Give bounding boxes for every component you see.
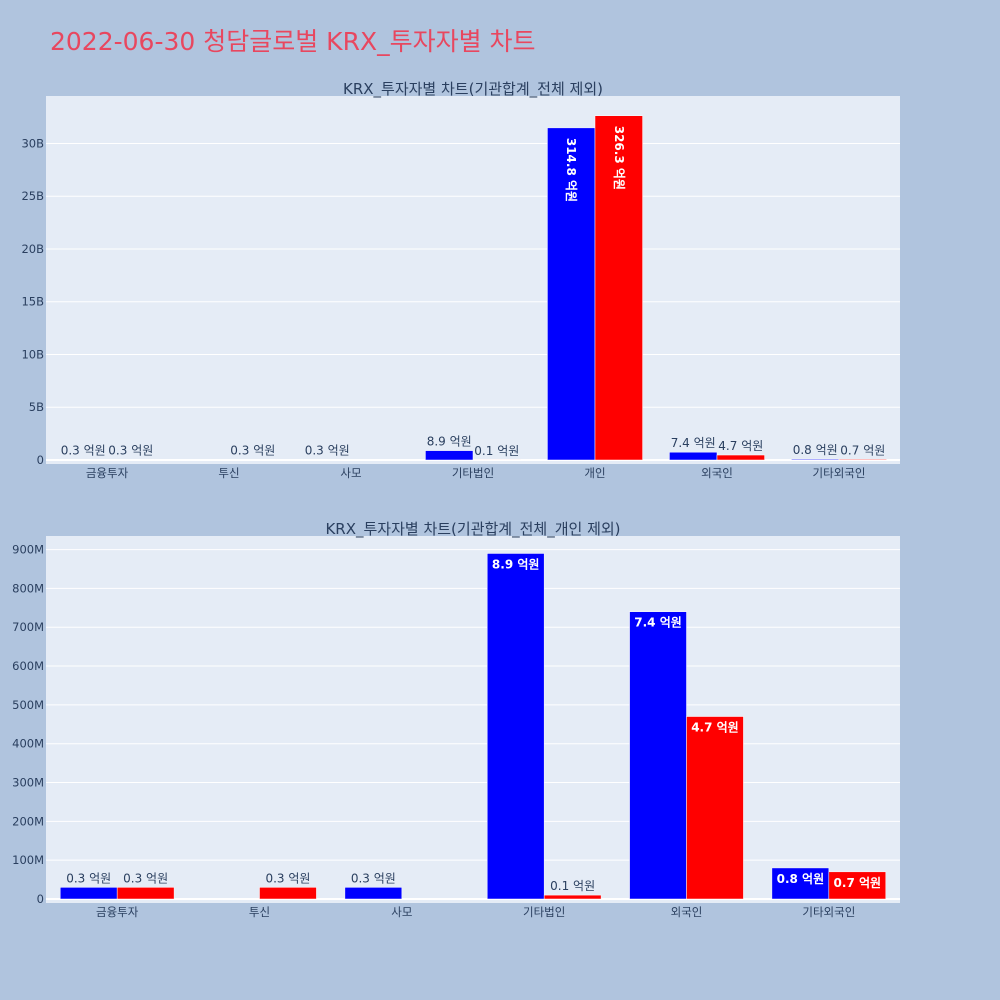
data-label: 0.1 억원 bbox=[474, 444, 519, 458]
bar-buy bbox=[771, 867, 830, 900]
bar-buy bbox=[344, 887, 403, 900]
bar-buy bbox=[547, 127, 596, 461]
x-tick-label: 외국인 bbox=[671, 905, 703, 919]
y-tick-label: 100M bbox=[12, 853, 44, 867]
data-label: 0.7 억원 bbox=[840, 443, 885, 457]
data-label: 0.3 억원 bbox=[108, 444, 153, 458]
y-tick-label: 25B bbox=[21, 189, 44, 203]
y-tick-label: 0 bbox=[37, 892, 44, 906]
y-tick-label: 800M bbox=[12, 581, 44, 595]
data-label: 8.9 억원 bbox=[427, 435, 472, 449]
data-label: 0.3 억원 bbox=[265, 871, 310, 885]
data-label: 0.3 억원 bbox=[305, 444, 350, 458]
bar-buy bbox=[486, 553, 545, 900]
x-tick-label: 기타법인 bbox=[523, 905, 565, 919]
y-tick-label: 30B bbox=[21, 136, 44, 150]
bar-buy bbox=[669, 451, 718, 461]
data-label: 314.8 억원 bbox=[564, 138, 578, 202]
x-tick-label: 개인 bbox=[584, 466, 605, 480]
y-tick-label: 500M bbox=[12, 698, 44, 712]
y-tick-label: 20B bbox=[21, 242, 44, 256]
data-label: 0.7 억원 bbox=[834, 876, 882, 890]
y-tick-label: 900M bbox=[12, 543, 44, 557]
data-label: 0.8 억원 bbox=[777, 872, 825, 886]
y-tick-label: 300M bbox=[12, 776, 44, 790]
x-tick-label: 금융투자 bbox=[96, 905, 139, 919]
data-label: 326.3 억원 bbox=[612, 126, 626, 190]
bar-buy bbox=[791, 458, 840, 461]
x-tick-label: 사모 bbox=[340, 466, 361, 480]
bar-sell bbox=[594, 115, 643, 461]
data-label: 0.3 억원 bbox=[351, 871, 396, 885]
page-title: 2022-06-30 청담글로벌 KRX_투자자별 차트 bbox=[50, 27, 536, 56]
x-tick-label: 외국인 bbox=[701, 466, 733, 480]
bar-buy bbox=[425, 450, 474, 461]
bar-sell bbox=[716, 454, 765, 461]
data-label: 0.8 억원 bbox=[793, 443, 838, 457]
y-tick-label: 400M bbox=[12, 737, 44, 751]
bar-sell bbox=[838, 459, 887, 461]
data-label: 0.1 억원 bbox=[550, 879, 595, 893]
x-tick-label: 기타법인 bbox=[452, 466, 494, 480]
subplot-title: KRX_투자자별 차트(기관합계_전체_개인 제외) bbox=[325, 520, 620, 539]
y-tick-label: 5B bbox=[29, 400, 44, 414]
plot-area bbox=[46, 96, 900, 464]
y-tick-label: 600M bbox=[12, 659, 44, 673]
subplot-title: KRX_투자자별 차트(기관합계_전체 제외) bbox=[343, 80, 603, 99]
bar-sell bbox=[828, 871, 887, 900]
y-tick-label: 10B bbox=[21, 347, 44, 361]
x-tick-label: 투신 bbox=[218, 466, 239, 480]
y-tick-label: 200M bbox=[12, 814, 44, 828]
y-tick-label: 700M bbox=[12, 620, 44, 634]
y-tick-label: 15B bbox=[21, 295, 44, 309]
bar-sell bbox=[686, 716, 744, 900]
bar-sell bbox=[116, 887, 175, 900]
chart-2: 0 100M 200M 300M 400M 500M 600M 700M 800M 900M KRX… bbox=[12, 520, 900, 919]
data-label: 7.4 억원 bbox=[634, 616, 682, 630]
data-label: 0.3 억원 bbox=[123, 871, 168, 885]
data-label: 4.7 억원 bbox=[718, 439, 763, 453]
data-label: 4.7 억원 bbox=[691, 721, 739, 735]
data-label: 0.3 억원 bbox=[66, 871, 111, 885]
x-tick-label: 금융투자 bbox=[86, 466, 129, 480]
x-tick-label: 기타외국인 bbox=[813, 466, 866, 480]
bar-buy bbox=[59, 887, 118, 900]
data-label: 0.3 억원 bbox=[61, 444, 106, 458]
bar-sell bbox=[543, 894, 602, 900]
x-tick-label: 투신 bbox=[249, 905, 270, 919]
x-tick-label: 기타외국인 bbox=[802, 905, 855, 919]
data-label: 8.9 억원 bbox=[492, 557, 540, 571]
bar-buy bbox=[629, 611, 687, 900]
chart-1: 0 5B 10B 15B 20B 25B 30B KRX_투자자별 차트(기관합계_전체 제외… bbox=[21, 80, 900, 480]
bar-sell bbox=[259, 887, 317, 900]
y-tick-label: 0 bbox=[37, 453, 44, 467]
data-label: 0.3 억원 bbox=[230, 444, 275, 458]
data-label: 7.4 억원 bbox=[671, 436, 716, 450]
x-tick-label: 사모 bbox=[391, 905, 412, 919]
plot-area bbox=[46, 536, 900, 903]
